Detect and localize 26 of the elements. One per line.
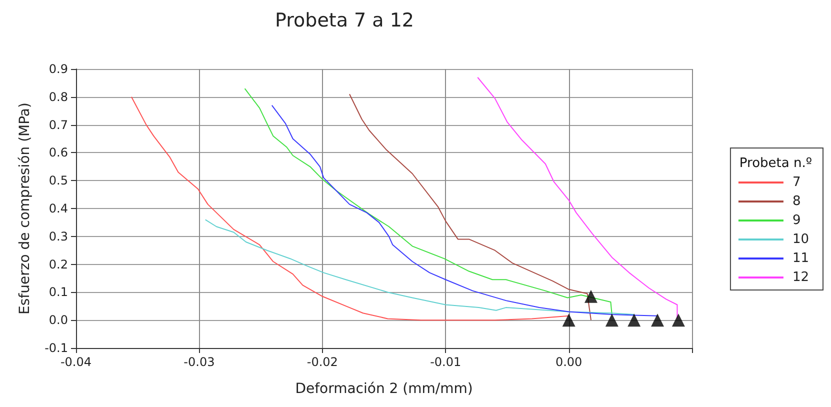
x-tick-label: -0.02: [306, 355, 338, 369]
y-tick-label: 0.1: [48, 285, 68, 300]
legend-label: 11: [792, 251, 810, 266]
y-tick-label: 0.3: [48, 229, 68, 244]
x-tick-label: -0.03: [184, 355, 215, 369]
legend-title: Probeta n.º: [739, 156, 812, 171]
y-tick-label: 0.5: [48, 174, 68, 188]
legend-label: 7: [792, 175, 801, 190]
y-tick-label: 0.4: [48, 202, 68, 216]
legend-label: 10: [792, 232, 810, 247]
x-tick-label: 0.00: [555, 355, 582, 369]
legend-label: 9: [792, 213, 801, 228]
legend-label: 12: [792, 270, 810, 285]
x-tick-label: -0.01: [430, 355, 462, 369]
x-tick-label: -0.04: [60, 355, 92, 369]
legend-label: 8: [792, 194, 801, 209]
y-axis-title: Esfuerzo de compresión (MPa): [17, 102, 33, 314]
y-tick-label: 0.0: [48, 313, 68, 328]
chart-title: Probeta 7 a 12: [275, 10, 414, 32]
y-tick-label: 0.7: [48, 118, 68, 132]
y-tick-label: 0.9: [48, 62, 68, 76]
y-tick-label: 0.8: [48, 90, 68, 104]
x-axis-title: Deformación 2 (mm/mm): [295, 381, 473, 397]
y-tick-label: 0.6: [48, 146, 68, 160]
y-tick-label: 0.2: [48, 257, 68, 272]
y-tick-label: -0.1: [44, 341, 68, 355]
